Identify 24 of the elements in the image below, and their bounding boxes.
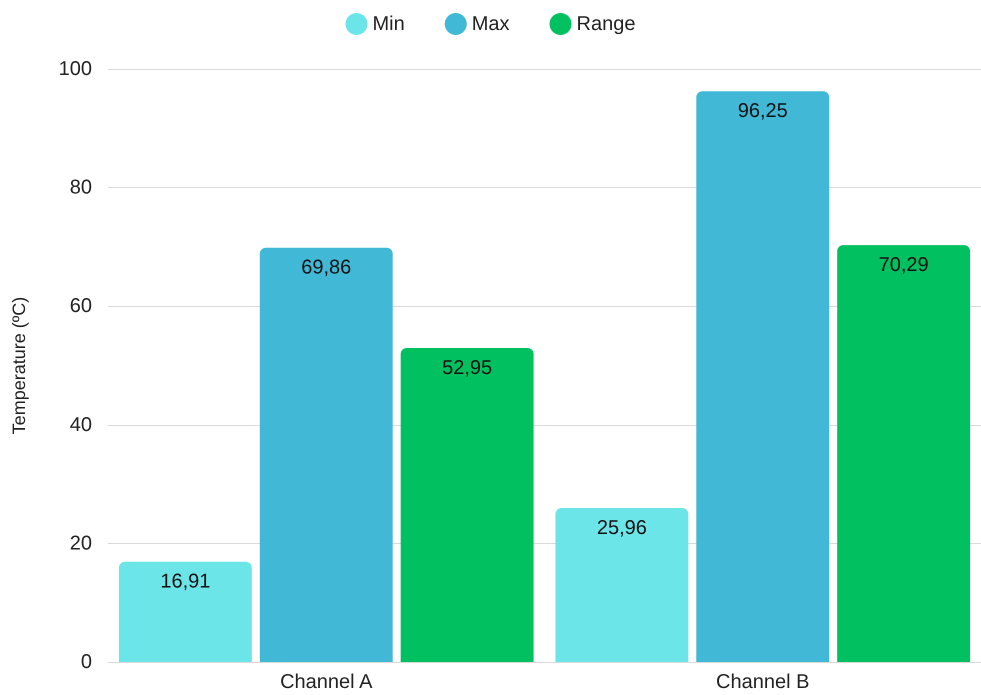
bar [696, 91, 830, 662]
y-tick-label: 40 [70, 414, 92, 436]
bar [118, 562, 252, 662]
y-tick-label: 0 [80, 651, 92, 673]
bar [400, 348, 534, 662]
data-label: 16,91 [160, 570, 210, 593]
y-tick-label: 80 [70, 176, 92, 199]
data-label: 52,95 [442, 357, 492, 380]
y-tick-label: 20 [70, 532, 92, 554]
legend-label: Range [576, 13, 636, 35]
legend-label: Min [372, 13, 405, 35]
data-label: 69,86 [301, 256, 352, 279]
bar [555, 508, 688, 662]
data-label: 96,25 [738, 100, 788, 122]
y-tick-label: 60 [70, 295, 92, 318]
y-tick-label: 100 [58, 58, 92, 80]
y-axis-title: Temperature (ºC) [9, 296, 29, 434]
legend-label: Max [472, 13, 510, 35]
bar [837, 245, 970, 662]
x-tick-label: Channel A [280, 671, 374, 693]
x-tick-label: Channel B [716, 671, 810, 693]
data-label: 25,96 [596, 517, 647, 540]
data-label: 70,29 [878, 254, 929, 276]
bar [260, 248, 393, 662]
